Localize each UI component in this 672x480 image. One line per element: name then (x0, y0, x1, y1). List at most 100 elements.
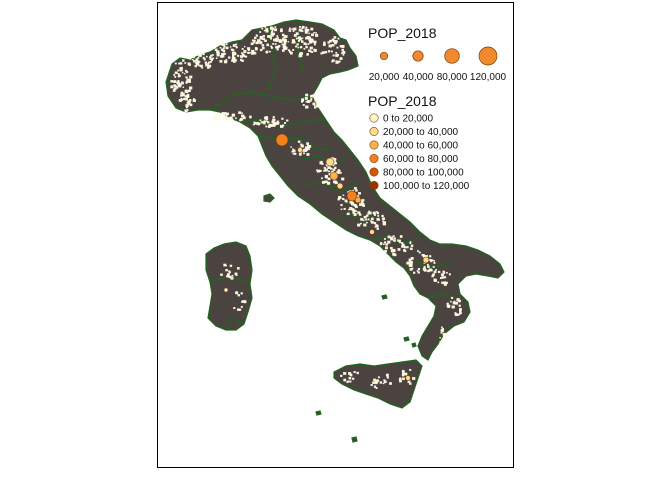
municipality-polygon (443, 272, 446, 275)
municipality-polygon (208, 56, 212, 59)
municipality-polygon (351, 208, 355, 211)
municipality-polygon (238, 111, 242, 115)
municipality-polygon (353, 187, 357, 190)
color-legend-label: 40,000 to 60,000 (383, 141, 459, 152)
municipality-polygon (302, 25, 304, 28)
municipality-polygon (421, 253, 425, 257)
municipality-polygon (277, 37, 279, 39)
municipality-polygon (339, 57, 343, 60)
municipality-polygon (173, 74, 176, 76)
municipality-polygon (241, 52, 244, 55)
municipality-polygon (261, 27, 264, 30)
color-legend-title: POP_2018 (368, 93, 437, 109)
municipality-polygon (290, 146, 292, 148)
municipality-polygon (240, 292, 243, 295)
municipality-polygon (448, 305, 451, 307)
population-bubble (325, 157, 335, 167)
municipality-polygon (202, 53, 205, 56)
municipality-polygon (205, 63, 209, 67)
pantelleria-island (351, 436, 358, 443)
municipality-polygon (377, 218, 380, 221)
municipality-polygon (337, 169, 340, 172)
municipality-polygon (221, 113, 224, 116)
municipality-polygon (349, 380, 352, 383)
municipality-polygon (450, 300, 452, 303)
municipality-polygon (337, 198, 341, 201)
color-legend-label: 100,000 to 120,000 (383, 181, 470, 192)
municipality-polygon (373, 385, 377, 388)
municipality-polygon (270, 31, 273, 34)
municipality-polygon (403, 373, 406, 376)
municipality-polygon (406, 246, 409, 249)
municipality-polygon (400, 242, 404, 245)
municipality-polygon (220, 55, 224, 58)
municipality-polygon (332, 54, 335, 57)
municipality-polygon (410, 257, 414, 260)
municipality-polygon (311, 94, 315, 98)
municipality-polygon (437, 281, 440, 284)
municipality-polygon (238, 308, 242, 311)
lampedusa-island (315, 410, 322, 416)
municipality-polygon (278, 40, 281, 43)
municipality-polygon (179, 83, 182, 86)
aeolian-island-2 (411, 342, 417, 348)
municipality-polygon (342, 54, 345, 56)
municipality-polygon (340, 172, 342, 174)
municipality-polygon (240, 56, 243, 59)
municipality-polygon (373, 211, 376, 215)
municipality-polygon (212, 47, 215, 50)
municipality-polygon (261, 46, 265, 50)
municipality-polygon (301, 41, 304, 43)
municipality-polygon (280, 125, 283, 128)
municipality-polygon (409, 241, 412, 243)
municipality-polygon (373, 378, 376, 382)
municipality-polygon (300, 29, 304, 33)
municipality-polygon (262, 37, 266, 41)
municipality-polygon (181, 93, 185, 97)
population-bubbles (223, 133, 430, 381)
municipality-polygon (260, 36, 262, 39)
municipality-polygon (267, 125, 271, 129)
municipality-polygon (336, 54, 339, 57)
municipality-polygon (302, 98, 304, 100)
municipality-polygon (175, 86, 179, 89)
municipality-polygons (170, 25, 462, 389)
municipality-polygon (432, 273, 435, 276)
color-legend-swatch (369, 140, 379, 150)
municipality-polygon (384, 241, 387, 244)
municipality-polygon (306, 35, 310, 39)
municipality-polygon (365, 218, 368, 221)
municipality-polygon (321, 177, 323, 180)
population-bubble (223, 287, 229, 293)
municipality-polygon (214, 113, 217, 116)
municipality-polygon (417, 271, 420, 274)
municipality-polygon (330, 167, 333, 170)
municipality-polygon (347, 380, 350, 383)
population-bubble (329, 171, 339, 181)
municipality-polygon (288, 50, 292, 53)
municipality-polygon (370, 217, 374, 221)
municipality-polygon (441, 326, 443, 329)
municipality-polygon (315, 34, 319, 37)
size-legend-bubble (478, 46, 498, 66)
municipality-polygon (217, 119, 220, 122)
municipality-polygon (260, 121, 264, 124)
municipality-polygon (274, 122, 278, 126)
municipality-polygon (327, 177, 331, 181)
color-legend-swatch (369, 167, 379, 177)
municipality-polygon (263, 121, 266, 125)
municipality-polygon (182, 59, 185, 62)
size-legend-bubble (379, 51, 389, 61)
municipality-polygon (433, 262, 436, 264)
municipality-polygon (328, 166, 331, 169)
municipality-polygon (375, 224, 379, 228)
municipality-polygon (276, 45, 280, 49)
municipality-polygon (225, 43, 228, 46)
region-borders (209, 21, 457, 331)
municipality-polygon (429, 258, 432, 262)
municipality-polygon (385, 243, 389, 246)
municipality-polygon (292, 30, 295, 32)
municipality-polygon (347, 212, 350, 215)
municipality-polygon (387, 235, 391, 239)
municipality-polygon (387, 240, 391, 244)
